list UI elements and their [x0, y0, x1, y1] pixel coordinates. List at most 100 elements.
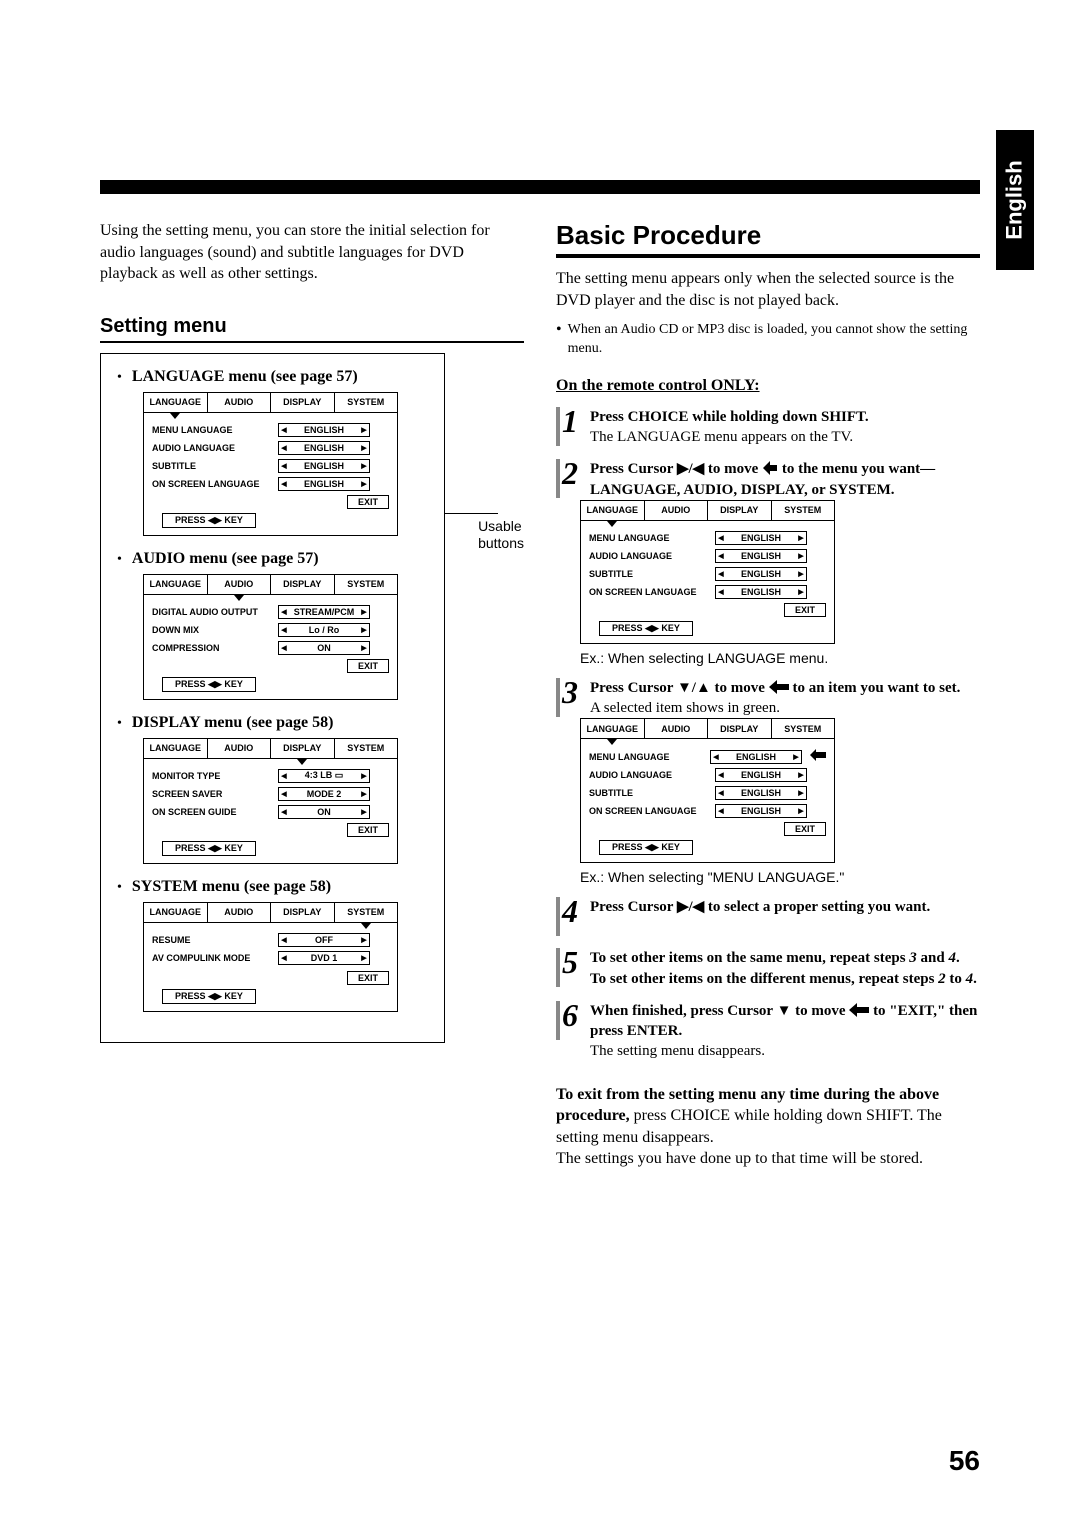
arrow-right-icon[interactable]: ▶	[359, 444, 369, 452]
tab-system[interactable]: SYSTEM	[335, 575, 398, 594]
arrow-right-icon[interactable]: ▶	[796, 534, 806, 542]
tab-language[interactable]: LANGUAGE	[144, 903, 208, 922]
menu-value-box[interactable]: ◀ON▶	[278, 805, 370, 819]
arrow-left-icon[interactable]: ◀	[279, 954, 289, 962]
exit-button[interactable]: EXIT	[347, 971, 389, 985]
tab-display[interactable]: DISPLAY	[708, 719, 772, 738]
tab-audio[interactable]: AUDIO	[208, 903, 272, 922]
arrow-right-icon[interactable]: ▶	[359, 626, 369, 634]
arrow-left-icon[interactable]: ◀	[716, 552, 726, 560]
menu-value-box[interactable]: ◀ENGLISH▶	[710, 750, 802, 764]
menu-value-box[interactable]: ◀ON▶	[278, 641, 370, 655]
menu-value-box[interactable]: ◀ENGLISH▶	[278, 423, 370, 437]
arrow-left-icon[interactable]: ◀	[711, 753, 721, 761]
arrow-left-icon[interactable]: ◀	[279, 626, 289, 634]
menu-value-box[interactable]: ◀ENGLISH▶	[715, 585, 807, 599]
menu-value-text: ENGLISH	[726, 770, 796, 780]
arrow-left-icon[interactable]: ◀	[716, 570, 726, 578]
menu-row-label: ON SCREEN GUIDE	[152, 807, 272, 817]
exit-button[interactable]: EXIT	[347, 495, 389, 509]
menu-value-box[interactable]: ◀OFF▶	[278, 933, 370, 947]
menu-value-box[interactable]: ◀ENGLISH▶	[278, 477, 370, 491]
exit-button[interactable]: EXIT	[347, 659, 389, 673]
tab-audio[interactable]: AUDIO	[208, 575, 272, 594]
arrow-left-icon[interactable]: ◀	[716, 771, 726, 779]
arrow-left-icon[interactable]: ◀	[716, 534, 726, 542]
menu-value-box[interactable]: ◀STREAM/PCM▶	[278, 605, 370, 619]
tab-audio[interactable]: AUDIO	[208, 739, 272, 758]
arrow-left-icon[interactable]: ◀	[279, 808, 289, 816]
arrow-right-icon[interactable]: ▶	[796, 570, 806, 578]
tab-system[interactable]: SYSTEM	[772, 719, 835, 738]
tab-language[interactable]: LANGUAGE	[581, 501, 645, 520]
menu-value-box[interactable]: ◀ENGLISH▶	[715, 804, 807, 818]
tab-audio[interactable]: AUDIO	[645, 501, 709, 520]
tab-system[interactable]: SYSTEM	[772, 501, 835, 520]
right-column: Basic Procedure The setting menu appears…	[556, 220, 980, 1170]
tab-display[interactable]: DISPLAY	[271, 739, 335, 758]
arrow-left-icon	[769, 680, 789, 694]
tab-display[interactable]: DISPLAY	[708, 501, 772, 520]
menu-value-box[interactable]: ◀ENGLISH▶	[278, 441, 370, 455]
arrow-right-icon[interactable]: ▶	[359, 808, 369, 816]
arrow-left-icon[interactable]: ◀	[279, 608, 289, 616]
arrow-left-icon[interactable]: ◀	[716, 588, 726, 596]
exit-button[interactable]: EXIT	[784, 603, 826, 617]
tab-system[interactable]: SYSTEM	[335, 739, 398, 758]
arrow-right-icon[interactable]: ▶	[359, 426, 369, 434]
arrow-right-icon[interactable]: ▶	[796, 807, 806, 815]
menu-row-label: SUBTITLE	[152, 461, 272, 471]
arrow-right-icon[interactable]: ▶	[796, 552, 806, 560]
arrow-right-icon[interactable]: ▶	[791, 753, 801, 761]
menu-value-box[interactable]: ◀ENGLISH▶	[278, 459, 370, 473]
exit-button[interactable]: EXIT	[784, 822, 826, 836]
menu-value-box[interactable]: ◀4:3 LB ▭▶	[278, 769, 370, 783]
arrow-right-icon[interactable]: ▶	[359, 644, 369, 652]
left-column: Using the setting menu, you can store th…	[100, 220, 524, 1170]
menu-panel: LANGUAGEAUDIODISPLAYSYSTEMRESUME◀OFF▶AV …	[143, 902, 398, 1012]
arrow-left-icon[interactable]: ◀	[279, 426, 289, 434]
arrow-left-icon[interactable]: ◀	[279, 644, 289, 652]
arrow-right-icon[interactable]: ▶	[359, 936, 369, 944]
tab-language[interactable]: LANGUAGE	[144, 393, 208, 412]
tab-display[interactable]: DISPLAY	[271, 903, 335, 922]
arrow-right-icon[interactable]: ▶	[359, 954, 369, 962]
tab-display[interactable]: DISPLAY	[271, 393, 335, 412]
menu-value-box[interactable]: ◀ENGLISH▶	[715, 768, 807, 782]
arrow-left-icon[interactable]: ◀	[279, 480, 289, 488]
arrow-right-icon[interactable]: ▶	[359, 790, 369, 798]
arrow-right-icon[interactable]: ▶	[359, 480, 369, 488]
tab-audio[interactable]: AUDIO	[645, 719, 709, 738]
menu-value-box[interactable]: ◀ENGLISH▶	[715, 786, 807, 800]
menu-value-box[interactable]: ◀ENGLISH▶	[715, 549, 807, 563]
tab-language[interactable]: LANGUAGE	[581, 719, 645, 738]
arrow-left-icon[interactable]: ◀	[279, 790, 289, 798]
arrow-right-icon[interactable]: ▶	[359, 608, 369, 616]
tab-language[interactable]: LANGUAGE	[144, 739, 208, 758]
arrow-left-icon[interactable]: ◀	[279, 444, 289, 452]
arrow-left-icon[interactable]: ◀	[279, 936, 289, 944]
tab-system[interactable]: SYSTEM	[335, 393, 398, 412]
tab-audio[interactable]: AUDIO	[208, 393, 272, 412]
arrow-right-icon[interactable]: ▶	[359, 462, 369, 470]
arrow-left-icon[interactable]: ◀	[279, 462, 289, 470]
arrow-right-icon[interactable]: ▶	[359, 772, 369, 780]
menu-value-box[interactable]: ◀Lo / Ro▶	[278, 623, 370, 637]
arrow-right-icon[interactable]: ▶	[796, 588, 806, 596]
exit-button[interactable]: EXIT	[347, 823, 389, 837]
menu-value-box[interactable]: ◀ENGLISH▶	[715, 531, 807, 545]
arrow-left-icon[interactable]: ◀	[716, 807, 726, 815]
tab-display[interactable]: DISPLAY	[271, 575, 335, 594]
tab-system[interactable]: SYSTEM	[335, 903, 398, 922]
step-6-text-a: When finished, press Cursor ▼ to move	[590, 1003, 846, 1019]
arrow-left-icon[interactable]: ◀	[716, 789, 726, 797]
arrow-left-icon[interactable]: ◀	[279, 772, 289, 780]
arrow-right-icon[interactable]: ▶	[796, 771, 806, 779]
tab-language[interactable]: LANGUAGE	[144, 575, 208, 594]
menu-value-box[interactable]: ◀MODE 2▶	[278, 787, 370, 801]
menu-value-box[interactable]: ◀DVD 1▶	[278, 951, 370, 965]
menu-value-box[interactable]: ◀ENGLISH▶	[715, 567, 807, 581]
menu-row-label: SUBTITLE	[589, 569, 709, 579]
menu-row-label: MONITOR TYPE	[152, 771, 272, 781]
arrow-right-icon[interactable]: ▶	[796, 789, 806, 797]
